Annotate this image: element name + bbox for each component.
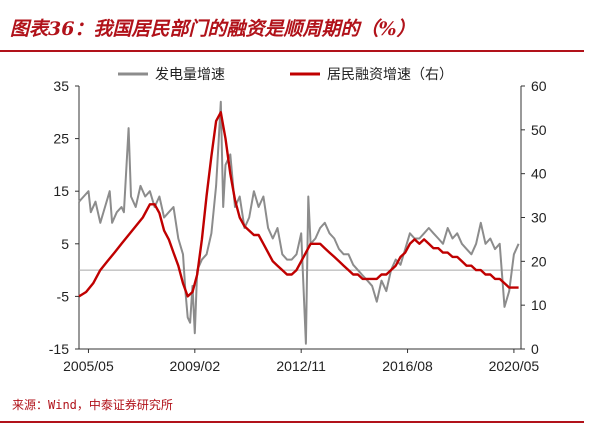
y-left-tick-label: 25	[53, 131, 69, 147]
y-left-tick-label: 5	[61, 236, 69, 252]
title-rule	[0, 50, 584, 52]
y-right-tick-label: 40	[531, 166, 547, 182]
x-tick-label: 2012/11	[276, 358, 326, 374]
x-tick-label: 2016/08	[382, 358, 433, 374]
series-line-household-financing	[78, 111, 519, 298]
y-right-tick-label: 50	[531, 122, 547, 138]
legend-label: 居民融资增速（右）	[327, 66, 453, 82]
y-left-tick-label: 35	[53, 78, 69, 94]
y-left-tick-label: -15	[49, 341, 69, 357]
chart-title: 图表36：我国居民部门的融资是顺周期的（%）	[10, 18, 416, 40]
y-left-tick-label: -5	[57, 288, 70, 304]
y-left-tick-label: 15	[53, 183, 69, 199]
chart: -15 -5 5 15 25 35 0 10 20 30 40 50 60 2005/05 2009/02 2…	[49, 66, 547, 374]
x-tick-label: 2020/05	[489, 358, 540, 374]
x-tick-label: 2005/05	[63, 358, 114, 374]
bottom-rule	[0, 421, 584, 423]
y-right-tick-label: 60	[531, 78, 547, 94]
y-right-tick-label: 20	[531, 253, 547, 269]
y-right-tick-label: 10	[531, 297, 547, 313]
source-note: 来源：Wind，中泰证券研究所	[12, 398, 173, 412]
y-right-tick-label: 30	[531, 210, 547, 226]
legend-label: 发电量增速	[155, 66, 225, 82]
x-tick-label: 2009/02	[170, 358, 221, 374]
series-line-power-generation	[78, 100, 520, 345]
y-right-tick-label: 0	[531, 341, 539, 357]
